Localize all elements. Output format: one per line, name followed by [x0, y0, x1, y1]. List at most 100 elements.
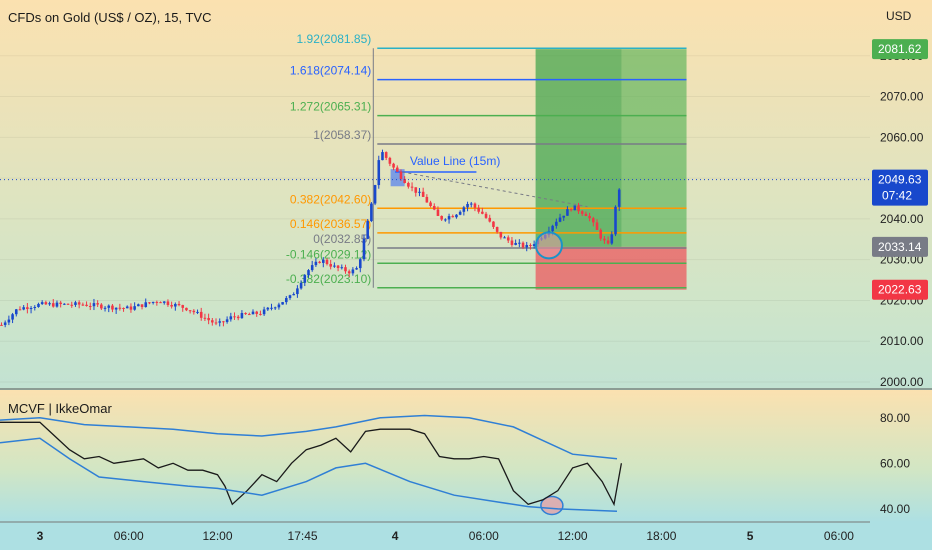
candle [296, 288, 299, 295]
candle [262, 309, 266, 315]
price-tick-label: 2040.00 [880, 212, 924, 226]
candle [407, 182, 410, 187]
currency-label: USD [886, 9, 912, 23]
candle [181, 305, 185, 308]
candle [425, 196, 429, 203]
time-axis[interactable]: 3 06:00 12:00 17:45 4 06:00 12:00 18:00 5 06:00 [37, 529, 855, 543]
fib-label: -0.146(2029.12) [286, 247, 371, 261]
candle [499, 231, 503, 238]
candle [340, 267, 344, 269]
candle [33, 306, 37, 309]
candle [229, 316, 233, 320]
candle [351, 269, 355, 274]
candle [336, 265, 340, 269]
candle [277, 304, 281, 308]
candle [451, 216, 455, 218]
fib-label: 0(2032.85) [313, 232, 371, 246]
candle [114, 307, 118, 310]
price-tag: 2022.63 [872, 279, 928, 300]
candle [170, 305, 173, 307]
candle [225, 319, 229, 322]
candle [310, 265, 314, 271]
candle [617, 189, 621, 207]
candle [488, 217, 492, 222]
loss-zone [535, 246, 687, 290]
candle [477, 207, 480, 212]
candle [129, 306, 133, 310]
price-tag-box [872, 39, 928, 60]
value-line-projection [402, 171, 588, 208]
candle [273, 307, 277, 309]
candle [603, 238, 606, 241]
candle [137, 304, 140, 307]
candle [299, 282, 303, 289]
candle [140, 304, 144, 307]
candle [436, 209, 440, 216]
candle [573, 205, 577, 211]
candle [373, 185, 377, 204]
candle [551, 225, 554, 232]
candle [307, 270, 310, 276]
candle [255, 311, 259, 314]
candle [63, 303, 66, 305]
candle [48, 303, 51, 305]
fib-label: 1.272(2065.31) [290, 100, 371, 114]
fib-label: 1(2058.37) [313, 128, 371, 142]
candle [207, 317, 210, 321]
candle [259, 313, 262, 315]
candle [410, 186, 414, 188]
time-tick-label: 06:00 [469, 529, 499, 543]
price-tag-box [872, 169, 928, 206]
candle [85, 304, 88, 307]
candle [40, 302, 44, 304]
fib-label: 1.618(2074.14) [290, 64, 371, 78]
value-line-drawing[interactable]: Value Line (15m) [390, 154, 588, 208]
indicator-series-line [0, 421, 623, 507]
candle [88, 306, 92, 308]
candle [11, 314, 14, 320]
candle [492, 221, 495, 227]
candle [506, 237, 510, 241]
price-axis[interactable]: 2000.002010.002020.002030.002040.002050.… [880, 49, 924, 389]
indicator-tick-label: 80.00 [880, 411, 910, 425]
indicator-tick-label: 40.00 [880, 502, 910, 516]
candle [188, 310, 192, 312]
candle [384, 152, 388, 158]
time-tick-label: 5 [747, 529, 754, 543]
candle [525, 245, 529, 248]
price-tag: 2049.63 07:42 [872, 169, 928, 206]
candle [192, 310, 196, 313]
candle [144, 302, 148, 307]
candle [469, 203, 473, 205]
candle [77, 302, 81, 305]
time-tick-label: 06:00 [114, 529, 144, 543]
candle [125, 306, 129, 309]
price-tag-box [872, 279, 928, 300]
candle [440, 215, 443, 220]
fibonacci-levels[interactable]: 1.92(2081.85) 1.618(2074.14) 1.272(2065.31… [286, 32, 687, 289]
candle [558, 217, 562, 222]
candle [429, 202, 432, 207]
indicator-title: MCVF | IkkeOmar [8, 401, 112, 416]
candle [285, 298, 288, 303]
candle [495, 226, 499, 232]
candle [577, 205, 580, 212]
candle [14, 309, 18, 315]
indicator-background [0, 390, 932, 522]
price-tag: 2033.14 [872, 236, 928, 257]
candle [196, 311, 199, 313]
candle [462, 207, 466, 212]
candle [418, 191, 421, 193]
candle [347, 271, 351, 274]
indicator-series-line [0, 414, 618, 460]
fib-label: 1.92(2081.85) [297, 32, 372, 46]
candle [432, 206, 436, 210]
candle [222, 321, 225, 323]
price-tag-value: 2049.63 [878, 173, 922, 187]
candle [314, 261, 318, 266]
candle [266, 307, 270, 310]
price-tag-value: 2081.62 [878, 42, 922, 56]
candle [74, 302, 77, 305]
profit-zone [535, 49, 687, 247]
